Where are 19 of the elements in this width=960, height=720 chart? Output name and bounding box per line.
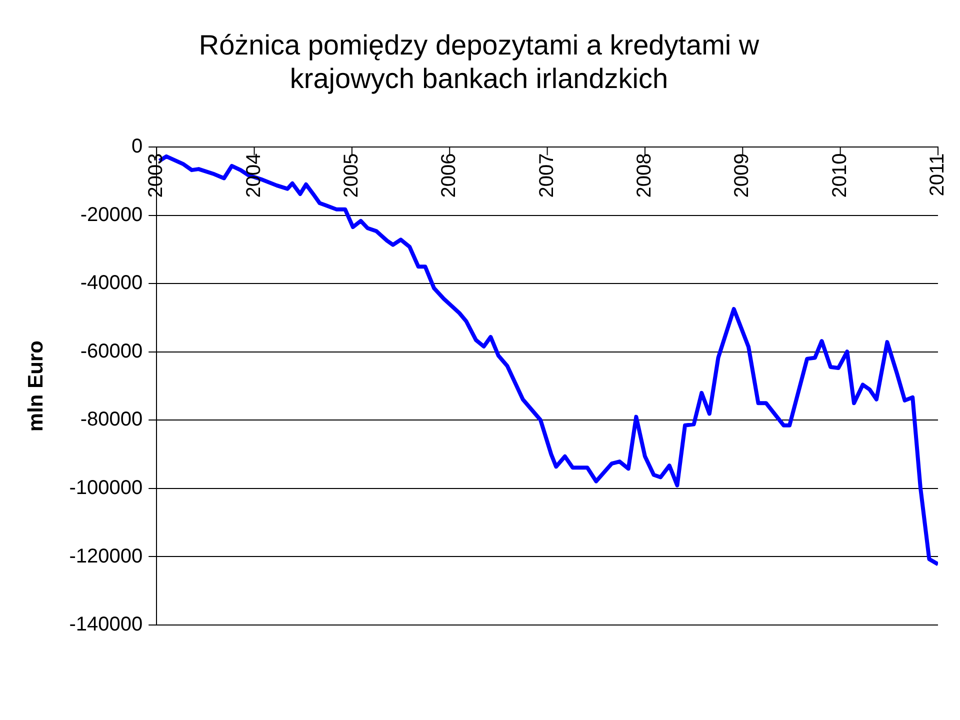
x-tick-label: 2004 xyxy=(242,153,265,198)
y-tick-label: -20000 xyxy=(80,204,143,226)
y-axis-title: mln Euro xyxy=(24,340,48,432)
x-tick-label: 2010 xyxy=(828,153,851,198)
x-tick-label: 2009 xyxy=(731,153,754,198)
y-tick-label: -100000 xyxy=(69,477,143,499)
y-tick-label: -140000 xyxy=(69,614,143,636)
text: krajowych bankach irlandzkich xyxy=(290,63,668,94)
x-tick-label: 2005 xyxy=(340,153,362,198)
y-tick-label: -60000 xyxy=(80,340,143,362)
text: Różnica pomiędzy depozytami a kredytami w xyxy=(198,30,760,61)
x-tick-label: 2008 xyxy=(633,153,656,198)
x-tick-label: 2006 xyxy=(438,153,460,198)
y-tick-label: -40000 xyxy=(80,272,143,294)
y-tick-label: 0 xyxy=(131,136,143,158)
y-tick-label: -120000 xyxy=(69,545,143,568)
x-tick-label: 2007 xyxy=(536,153,558,198)
y-tick-label: -80000 xyxy=(80,408,143,431)
x-tick-label: 2011 xyxy=(926,153,949,196)
